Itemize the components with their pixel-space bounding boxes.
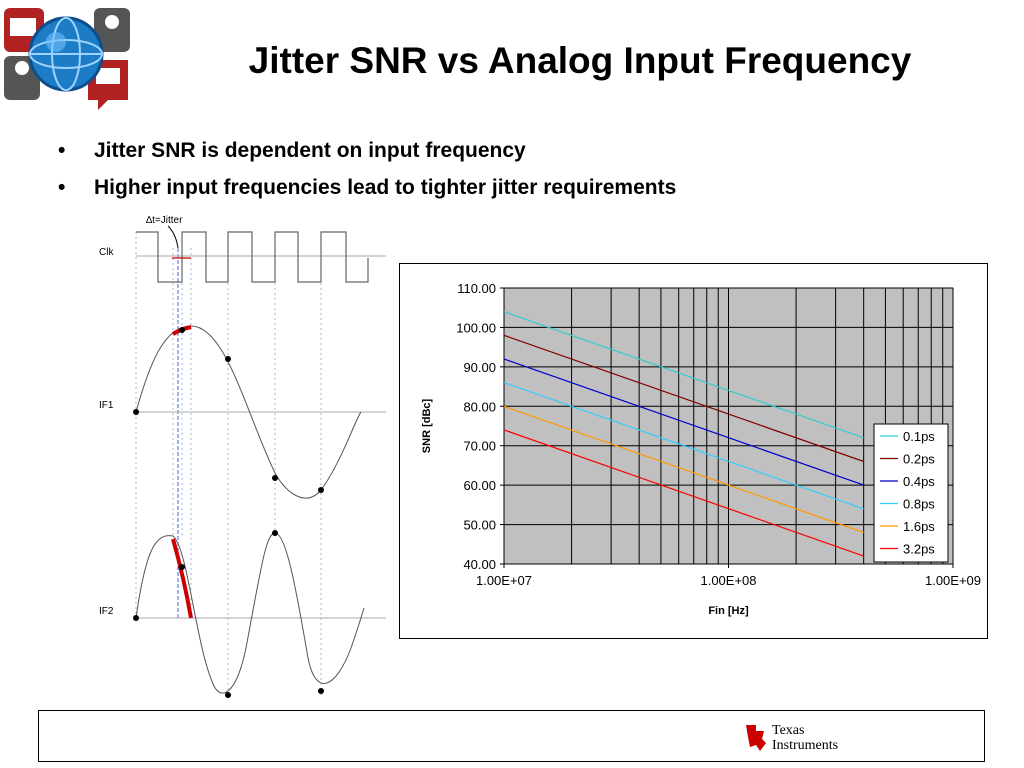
legend-box	[873, 423, 949, 563]
y-axis-label: SNR [dBc]	[421, 398, 433, 453]
if1-label: IF1	[99, 400, 114, 411]
series-line	[503, 334, 864, 463]
x-tick-label: 1.00E+09	[925, 573, 981, 588]
jitter-pointer-arrow-icon	[167, 225, 179, 249]
legend-entry: 3.2ps	[903, 542, 935, 557]
clk-waveform	[136, 231, 369, 283]
if2-jitter-error-segment	[171, 538, 193, 619]
brand-line-1: Texas	[772, 723, 804, 738]
legend-entry: 0.4ps	[903, 474, 935, 489]
if1-waveform	[135, 325, 362, 499]
x-tick-label: 1.00E+08	[700, 573, 756, 588]
if2-waveform	[135, 532, 365, 694]
y-tick-label: 110.00	[457, 281, 496, 296]
if2-label: IF2	[99, 606, 114, 617]
bullet-list: • Jitter SNR is dependent on input frequ…	[58, 136, 676, 210]
presentation-logo-icon	[4, 8, 130, 110]
legend-entry: 1.6ps	[903, 519, 935, 534]
series-line	[503, 405, 864, 534]
sampling-guide-lines	[135, 232, 322, 698]
legend-entry: 0.8ps	[903, 497, 935, 512]
series-line	[503, 382, 864, 510]
footer-bar	[38, 710, 985, 762]
jitter-label: ∆t=Jitter	[146, 215, 183, 226]
jitter-sampling-diagram: Clk ∆t=Jitter IF1 IF2	[99, 215, 386, 698]
snr-chart-frame: 110.00 100.00 90.00 80.00 70.00 60.00 50.00 40.…	[399, 263, 988, 639]
y-tick-label: 60.00	[463, 478, 496, 493]
texas-instruments-logo-icon: Texas Instruments	[746, 723, 838, 753]
y-tick-label: 50.00	[463, 518, 496, 533]
bullet-text: Higher input frequencies lead to tighter…	[94, 176, 677, 199]
legend-entry: 0.1ps	[903, 429, 935, 444]
bullet-icon: •	[58, 139, 66, 162]
if2-sample-points	[133, 530, 324, 698]
x-tick-label: 1.00E+07	[476, 573, 532, 588]
series-line	[503, 429, 864, 557]
y-tick-label: 40.00	[463, 557, 496, 572]
y-tick-label: 90.00	[463, 360, 496, 375]
bullet-item: • Jitter SNR is dependent on input frequ…	[58, 136, 676, 173]
bullet-item: • Higher input frequencies lead to tight…	[58, 173, 676, 210]
y-tick-label: 80.00	[463, 399, 496, 414]
y-tick-label: 70.00	[463, 439, 496, 454]
legend-entry: 0.2ps	[903, 452, 935, 467]
series-line	[503, 311, 864, 439]
y-tick-label: 100.00	[456, 320, 496, 335]
snr-chart: 110.00 100.00 90.00 80.00 70.00 60.00 50.00 40.…	[421, 281, 981, 617]
if1-sample-points	[133, 327, 324, 493]
bullet-text: Jitter SNR is dependent on input frequen…	[94, 139, 526, 162]
bullet-icon: •	[58, 176, 66, 199]
clk-label: Clk	[99, 247, 114, 258]
slide-title: Jitter SNR vs Analog Input Frequency	[248, 40, 912, 81]
x-axis-label: Fin [Hz]	[708, 605, 749, 617]
series-line	[503, 358, 864, 486]
brand-line-2: Instruments	[772, 738, 838, 753]
